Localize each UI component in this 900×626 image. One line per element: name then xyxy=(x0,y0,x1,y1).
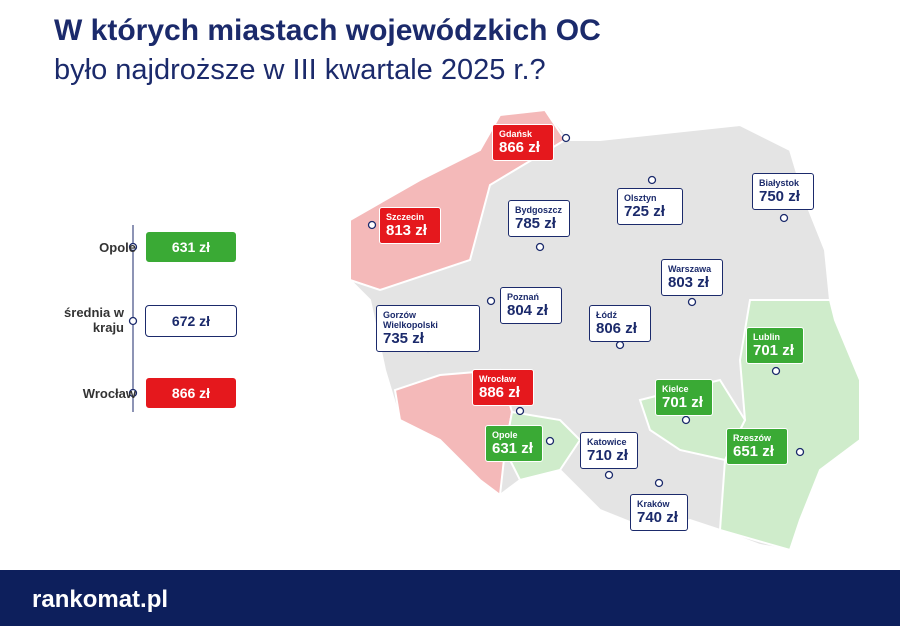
city-price: 813 zł xyxy=(386,222,427,239)
city-price: 866 zł xyxy=(499,139,540,156)
city-price: 735 zł xyxy=(383,330,424,347)
city-name: Gdańsk xyxy=(499,129,533,139)
city-name: Rzeszów xyxy=(733,433,772,443)
title: W których miastach wojewódzkich OC xyxy=(54,14,601,47)
city-dot xyxy=(615,340,625,350)
legend-price: 672 zł xyxy=(145,305,237,337)
city-dot xyxy=(604,470,614,480)
city-dot xyxy=(128,242,138,252)
city-dot xyxy=(128,388,138,398)
city-dot xyxy=(687,297,697,307)
city-name: Łódź xyxy=(596,310,617,320)
city-box: Kielce 701 zł xyxy=(655,379,713,416)
city-name: Poznań xyxy=(507,292,540,302)
city-price: 701 zł xyxy=(753,342,794,359)
city-box: Bydgoszcz 785 zł xyxy=(508,200,570,237)
city-name: Wrocław xyxy=(479,374,516,384)
city-box: Gdańsk 866 zł xyxy=(492,124,554,161)
city-name: Kraków xyxy=(637,499,670,509)
city-box: Rzeszów 651 zł xyxy=(726,428,788,465)
city-box: Olsztyn 725 zł xyxy=(617,188,683,225)
city-dot xyxy=(647,175,657,185)
city-price: 651 zł xyxy=(733,443,774,460)
legend-label: średnia w kraju xyxy=(64,305,124,335)
city-name: Warszawa xyxy=(668,264,712,274)
city-name: Białystok xyxy=(759,178,800,188)
city-box: Łódź 806 zł xyxy=(589,305,651,342)
map xyxy=(128,108,861,552)
city-price: 806 zł xyxy=(596,320,637,337)
city-name: Gorzów Wielkopolski xyxy=(383,310,438,330)
city-box: Warszawa 803 zł xyxy=(661,259,723,296)
city-box: Białystok 750 zł xyxy=(752,173,814,210)
city-name: Lublin xyxy=(753,332,780,342)
city-dot xyxy=(681,415,691,425)
city-dot xyxy=(128,316,138,326)
city-box: Szczecin 813 zł xyxy=(379,207,441,244)
legend-label: Opole xyxy=(99,240,136,255)
city-dot xyxy=(561,133,571,143)
city-name: Olsztyn xyxy=(624,193,657,203)
legend-label: Wrocław xyxy=(82,386,136,401)
city-price: 803 zł xyxy=(668,274,709,291)
city-price: 710 zł xyxy=(587,447,628,464)
city-dot xyxy=(654,478,664,488)
city-dot xyxy=(795,447,805,457)
city-price: 725 zł xyxy=(624,203,665,220)
city-dot xyxy=(545,436,555,446)
city-box: Opole 631 zł xyxy=(485,425,543,462)
city-price: 740 zł xyxy=(637,509,678,526)
city-price: 886 zł xyxy=(479,384,520,401)
city-name: Katowice xyxy=(587,437,627,447)
city-price: 804 zł xyxy=(507,302,548,319)
city-name: Bydgoszcz xyxy=(515,205,563,215)
subtitle: było najdroższe w III kwartale 2025 r.? xyxy=(54,54,546,86)
city-dot xyxy=(535,242,545,252)
city-dot xyxy=(515,406,525,416)
city-price: 701 zł xyxy=(662,394,703,411)
city-box: Katowice 710 zł xyxy=(580,432,638,469)
city-box: Wrocław 886 zł xyxy=(472,369,534,406)
city-dot xyxy=(779,213,789,223)
legend-price: 866 zł xyxy=(145,377,237,409)
city-box: Poznań 804 zł xyxy=(500,287,562,324)
city-price: 631 zł xyxy=(492,440,533,457)
city-price: 750 zł xyxy=(759,188,800,205)
city-dot xyxy=(367,220,377,230)
city-box: Lublin 701 zł xyxy=(746,327,804,364)
city-dot xyxy=(771,366,781,376)
city-name: Szczecin xyxy=(386,212,425,222)
city-dot xyxy=(486,296,496,306)
city-name: Kielce xyxy=(662,384,689,394)
city-price: 785 zł xyxy=(515,215,556,232)
legend-price: 631 zł xyxy=(145,231,237,263)
city-box: Kraków 740 zł xyxy=(630,494,688,531)
city-box: Gorzów Wielkopolski 735 zł xyxy=(376,305,480,352)
city-name: Opole xyxy=(492,430,518,440)
logo: rankomat.pl xyxy=(32,586,169,613)
footer: rankomat.pl xyxy=(0,570,900,626)
